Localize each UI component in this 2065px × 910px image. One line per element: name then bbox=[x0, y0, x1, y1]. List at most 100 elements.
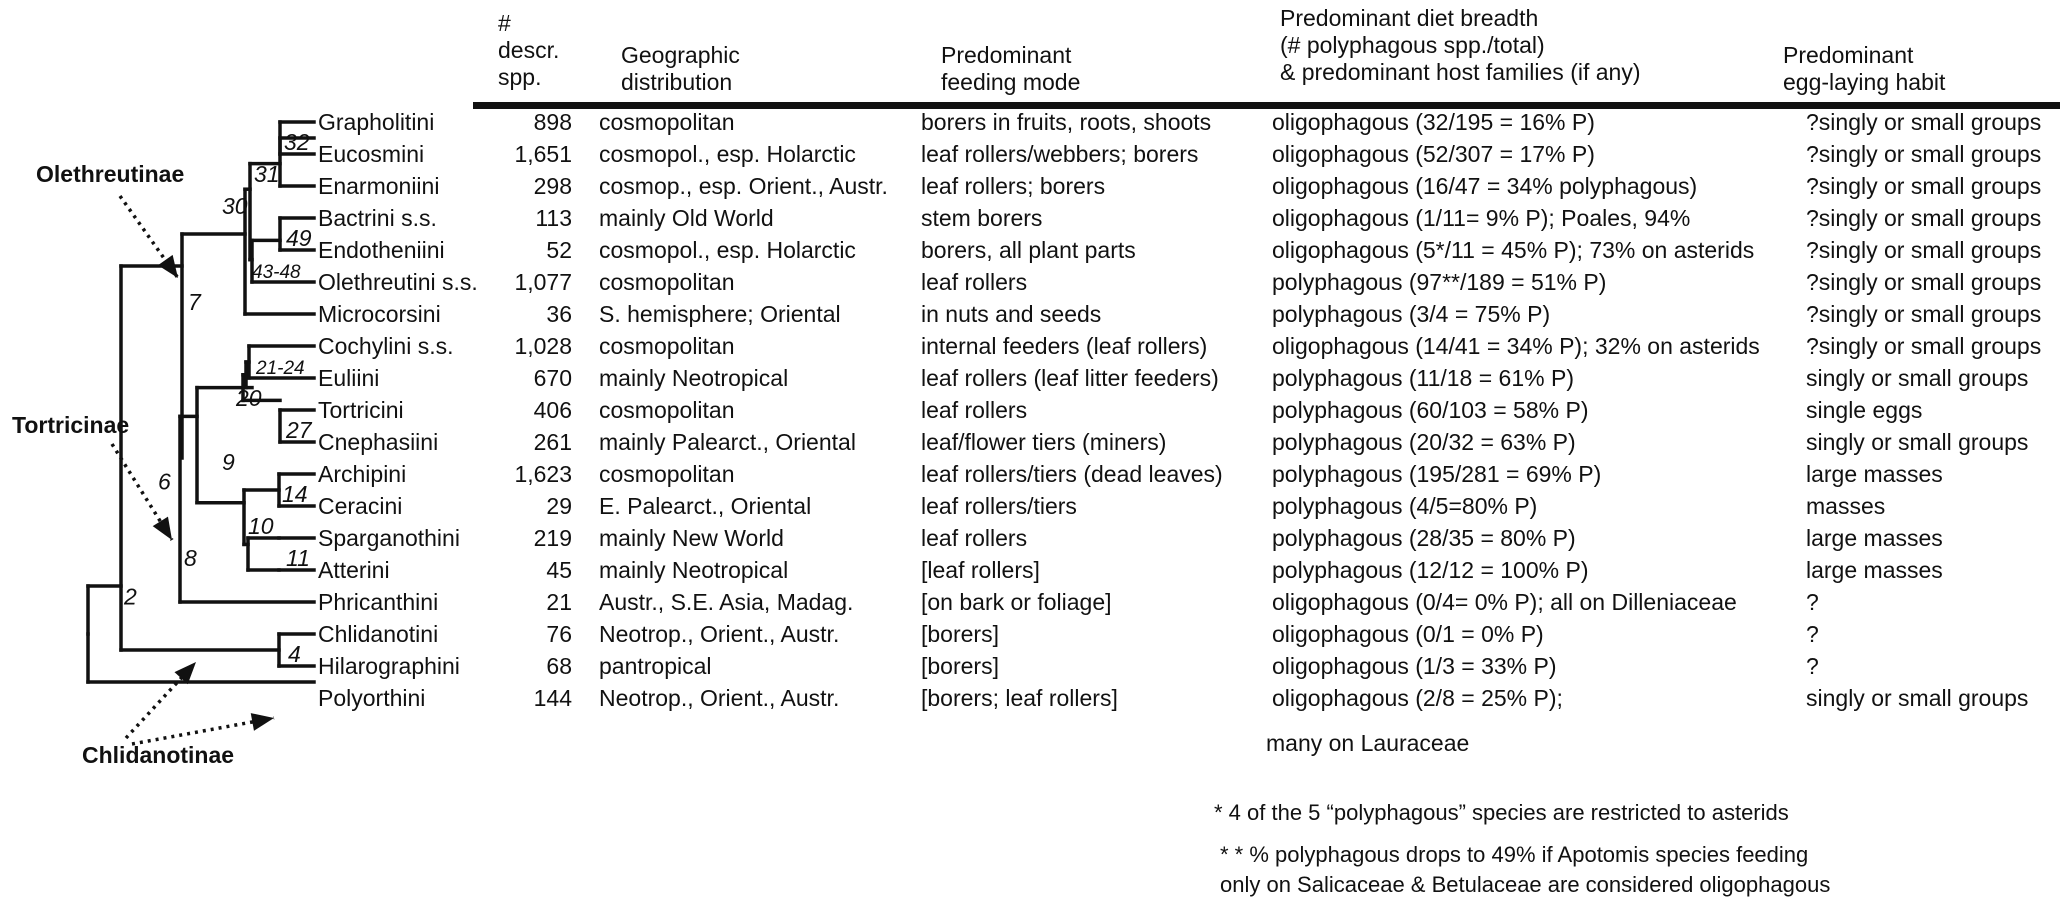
node-label: 4 bbox=[288, 641, 301, 667]
feeding-mode: leaf rollers bbox=[921, 397, 1028, 423]
header-description-count: # descr. spp. bbox=[498, 10, 560, 90]
node-label: 14 bbox=[282, 481, 308, 507]
node-label: 8 bbox=[184, 545, 197, 571]
header-divider bbox=[473, 102, 2060, 109]
diet-breadth: polyphagous (97**/189 = 51% P) bbox=[1272, 269, 1607, 295]
geographic-distribution: mainly Palearct., Oriental bbox=[599, 429, 856, 455]
species-count: 29 bbox=[546, 493, 572, 519]
egg-laying-habit: ?singly or small groups bbox=[1806, 109, 2042, 135]
egg-laying-habit: ?singly or small groups bbox=[1806, 301, 2042, 327]
geographic-distribution: mainly New World bbox=[599, 525, 784, 551]
egg-laying-habit: ?singly or small groups bbox=[1806, 333, 2042, 359]
feeding-mode: [borers] bbox=[921, 653, 999, 679]
node-label: 11 bbox=[286, 545, 310, 571]
diet-breadth: polyphagous (60/103 = 58% P) bbox=[1272, 397, 1589, 423]
egg-laying-habit: large masses bbox=[1806, 557, 1943, 583]
node-label: 9 bbox=[222, 449, 235, 475]
egg-laying-habit: single eggs bbox=[1806, 397, 1923, 423]
egg-laying-habit: large masses bbox=[1806, 461, 1943, 487]
egg-laying-habit: singly or small groups bbox=[1806, 685, 2029, 711]
geographic-distribution: cosmopolitan bbox=[599, 109, 735, 135]
tribe-name: Grapholitini bbox=[318, 109, 435, 135]
species-count: 261 bbox=[533, 429, 572, 455]
dotted-arrow-line bbox=[131, 716, 275, 746]
diet-breadth: oligophagous (1/3 = 33% P) bbox=[1272, 653, 1557, 679]
diet-breadth: polyphagous (4/5=80% P) bbox=[1272, 493, 1538, 519]
node-label: 2 bbox=[123, 584, 137, 610]
species-count: 1,651 bbox=[514, 141, 572, 167]
diet-breadth: oligophagous (14/41 = 34% P); 32% on ast… bbox=[1272, 333, 1760, 359]
species-count: 113 bbox=[535, 205, 572, 231]
species-count: 670 bbox=[533, 365, 572, 391]
diet-breadth: polyphagous (12/12 = 100% P) bbox=[1272, 557, 1589, 583]
tribe-name: Microcorsini bbox=[318, 301, 441, 327]
egg-laying-habit: singly or small groups bbox=[1806, 365, 2029, 391]
geographic-distribution: Neotrop., Orient., Austr. bbox=[599, 685, 840, 711]
feeding-mode: leaf rollers (leaf litter feeders) bbox=[921, 365, 1219, 391]
tribe-name: Endotheniini bbox=[318, 237, 445, 263]
footnote-1: * 4 of the 5 “polyphagous” species are r… bbox=[1214, 800, 1789, 825]
geographic-distribution: mainly Neotropical bbox=[599, 557, 789, 583]
species-count: 21 bbox=[546, 589, 572, 615]
feeding-mode: leaf/flower tiers (miners) bbox=[921, 429, 1167, 455]
diet-breadth: oligophagous (0/4= 0% P); all on Dilleni… bbox=[1272, 589, 1737, 615]
feeding-mode: borers, all plant parts bbox=[921, 237, 1136, 263]
tribe-name: Cochylini s.s. bbox=[318, 333, 454, 359]
tribe-name: Polyorthini bbox=[318, 685, 426, 711]
subfamily-arrows bbox=[110, 194, 275, 746]
feeding-mode: [borers] bbox=[921, 621, 999, 647]
tribe-name: Eucosmini bbox=[318, 141, 425, 167]
diet-breadth: polyphagous (195/281 = 69% P) bbox=[1272, 461, 1602, 487]
species-count: 144 bbox=[533, 685, 572, 711]
dotted-arrow-line bbox=[110, 443, 174, 541]
diet-breadth: polyphagous (20/32 = 63% P) bbox=[1272, 429, 1576, 455]
diet-breadth: oligophagous (32/195 = 16% P) bbox=[1272, 109, 1595, 135]
tree-branches bbox=[86, 120, 316, 684]
feeding-mode: stem borers bbox=[921, 205, 1043, 231]
species-count: 36 bbox=[546, 301, 572, 327]
geographic-distribution: cosmopolitan bbox=[599, 269, 735, 295]
diet-continuation: many on Lauraceae bbox=[1266, 730, 1470, 756]
node-label: 43-48 bbox=[252, 262, 301, 283]
feeding-mode: leaf rollers; borers bbox=[921, 173, 1106, 199]
egg-laying-habit: singly or small groups bbox=[1806, 429, 2029, 455]
subfamily-label: Tortricinae bbox=[12, 412, 129, 438]
species-count: 1,623 bbox=[514, 461, 572, 487]
dotted-arrow-line bbox=[124, 660, 198, 740]
egg-laying-habit: ?singly or small groups bbox=[1806, 141, 2042, 167]
geographic-distribution: cosmopolitan bbox=[599, 333, 735, 359]
node-label: 21-24 bbox=[255, 358, 305, 379]
feeding-mode: leaf rollers/webbers; borers bbox=[921, 141, 1199, 167]
node-label: 32 bbox=[284, 129, 310, 155]
tribe-name: Enarmoniini bbox=[318, 173, 440, 199]
geographic-distribution: cosmopol., esp. Holarctic bbox=[599, 237, 856, 263]
feeding-mode: leaf rollers/tiers bbox=[921, 493, 1077, 519]
species-count: 76 bbox=[546, 621, 572, 647]
tribe-name: Atterini bbox=[318, 557, 390, 583]
tribe-name: Hilarographini bbox=[318, 653, 460, 679]
egg-laying-habit: ?singly or small groups bbox=[1806, 269, 2042, 295]
geographic-distribution: cosmopolitan bbox=[599, 461, 735, 487]
species-count: 1,077 bbox=[514, 269, 572, 295]
node-label: 49 bbox=[286, 225, 312, 251]
feeding-mode: [leaf rollers] bbox=[921, 557, 1040, 583]
species-count: 68 bbox=[546, 653, 572, 679]
arrowhead-icon bbox=[157, 254, 178, 278]
species-count: 219 bbox=[533, 525, 572, 551]
diet-breadth: polyphagous (28/35 = 80% P) bbox=[1272, 525, 1576, 551]
diet-breadth: oligophagous (1/11= 9% P); Poales, 94% bbox=[1272, 205, 1691, 231]
arrowhead-icon bbox=[250, 713, 274, 731]
egg-laying-habit: large masses bbox=[1806, 525, 1943, 551]
egg-laying-habit: ?singly or small groups bbox=[1806, 205, 2042, 231]
geographic-distribution: E. Palearct., Oriental bbox=[599, 493, 812, 519]
diet-breadth: oligophagous (52/307 = 17% P) bbox=[1272, 141, 1595, 167]
diet-breadth: oligophagous (16/47 = 34% polyphagous) bbox=[1272, 173, 1698, 199]
tribe-name: Euliini bbox=[318, 365, 380, 391]
tribe-name: Bactrini s.s. bbox=[318, 205, 437, 231]
header-diet-breadth: Predominant diet breadth (# polyphagous … bbox=[1280, 5, 1641, 85]
egg-laying-habit: masses bbox=[1806, 493, 1886, 519]
diet-breadth: polyphagous (3/4 = 75% P) bbox=[1272, 301, 1551, 327]
egg-laying-habit: ? bbox=[1806, 653, 1819, 679]
diet-breadth: oligophagous (2/8 = 25% P); bbox=[1272, 685, 1563, 711]
